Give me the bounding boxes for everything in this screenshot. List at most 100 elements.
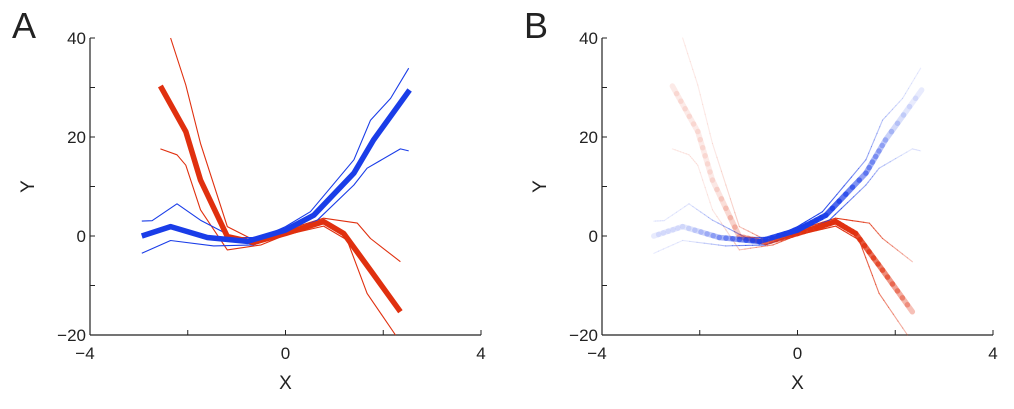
line-segment <box>659 249 664 251</box>
line-segment <box>668 215 672 218</box>
line-segment <box>721 171 725 185</box>
line-segment <box>693 207 697 210</box>
line-segment <box>712 143 716 157</box>
line-segment <box>708 195 710 202</box>
line-segment <box>866 258 869 267</box>
line-segment <box>698 165 700 172</box>
line-segment <box>907 149 913 152</box>
line-segment <box>717 216 721 223</box>
line-segment <box>837 186 844 195</box>
line-segment <box>677 209 681 212</box>
line-segment <box>841 203 847 209</box>
line-segment <box>664 218 668 221</box>
line-segment <box>709 217 713 220</box>
line-segment <box>872 276 875 285</box>
line-segment <box>748 231 752 233</box>
line-segment <box>705 114 707 124</box>
line-segment <box>880 120 883 127</box>
line-segment <box>903 328 908 335</box>
line-segment <box>860 185 866 191</box>
x-tick-label: −4 <box>587 344 606 363</box>
line-segment <box>898 321 903 328</box>
line-segment <box>874 133 877 140</box>
line-segment <box>690 62 693 70</box>
line-segment <box>730 199 734 213</box>
line-segment <box>879 293 884 300</box>
line-segment <box>903 93 906 98</box>
line-segment <box>678 240 683 242</box>
line-segment <box>897 250 902 254</box>
line-segment <box>848 197 854 203</box>
line-segment <box>673 243 678 245</box>
line-segment <box>703 104 705 114</box>
line-segment <box>877 127 880 134</box>
line-segment <box>896 155 902 158</box>
line-segment <box>767 245 773 246</box>
y-tick-label: 0 <box>589 227 598 246</box>
blue-thick-line <box>142 90 410 241</box>
line-segment <box>869 147 872 154</box>
line-segment <box>885 162 891 165</box>
line-segment <box>907 305 912 312</box>
panel-label: B <box>524 5 548 46</box>
line-segment <box>889 109 892 113</box>
y-tick-label: 40 <box>67 29 86 48</box>
line-segment <box>705 187 707 194</box>
blue-thick-line <box>654 90 922 241</box>
line-segment <box>668 245 673 247</box>
line-segment <box>866 153 869 160</box>
line-segment <box>859 160 866 169</box>
line-segment <box>869 267 872 276</box>
line-segment <box>690 241 697 242</box>
line-segment <box>852 221 858 222</box>
line-segment <box>685 204 689 207</box>
y-tick-label: 20 <box>67 128 86 147</box>
line-segment <box>697 242 704 243</box>
line-segment <box>700 173 702 180</box>
line-segment <box>836 218 842 219</box>
line-segment <box>896 102 899 106</box>
line-segment <box>851 168 858 177</box>
line-segment <box>703 180 705 187</box>
y-tick-label: 20 <box>579 128 598 147</box>
line-segment <box>688 54 691 62</box>
line-segment <box>858 221 864 222</box>
line-segment <box>871 140 874 147</box>
line-segment <box>718 245 725 246</box>
x-tick-label: 0 <box>281 344 290 363</box>
line-segment <box>876 285 879 294</box>
line-segment <box>739 249 745 250</box>
line-segment <box>886 113 889 117</box>
x-tick-label: 4 <box>476 344 485 363</box>
line-segment <box>712 220 718 223</box>
line-segment <box>909 83 912 88</box>
line-segment <box>902 254 907 258</box>
x-tick-label: 0 <box>793 344 802 363</box>
line-segment <box>899 98 902 102</box>
line-segment <box>893 106 896 110</box>
line-segment <box>711 244 718 245</box>
line-segment <box>698 85 700 95</box>
line-segment <box>892 246 897 250</box>
line-segment <box>704 243 711 244</box>
line-segment <box>915 73 918 78</box>
line-segment <box>912 78 915 83</box>
line-segment <box>744 229 748 231</box>
line-segment <box>883 238 888 242</box>
line-segment <box>889 307 894 314</box>
line-segment <box>918 68 921 73</box>
line-segment <box>756 247 762 248</box>
line-segment <box>672 212 676 215</box>
line-segment <box>888 242 893 246</box>
line-segment <box>901 152 907 155</box>
line-segment <box>663 247 668 249</box>
y-tick-label: 0 <box>77 227 86 246</box>
y-tick-label: 40 <box>579 29 598 48</box>
line-segment <box>864 222 870 223</box>
line-segment <box>710 202 712 209</box>
line-segment <box>854 191 860 197</box>
line-segment <box>814 214 818 216</box>
